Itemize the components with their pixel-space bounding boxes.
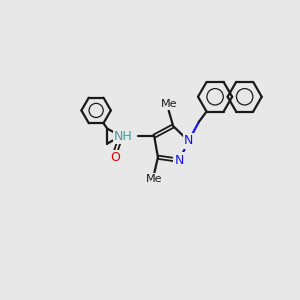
Text: Me: Me xyxy=(160,99,177,109)
Text: N: N xyxy=(175,154,184,167)
Text: O: O xyxy=(111,152,121,164)
Text: Me: Me xyxy=(146,174,163,184)
Text: NH: NH xyxy=(114,130,133,142)
Text: N: N xyxy=(184,134,193,147)
